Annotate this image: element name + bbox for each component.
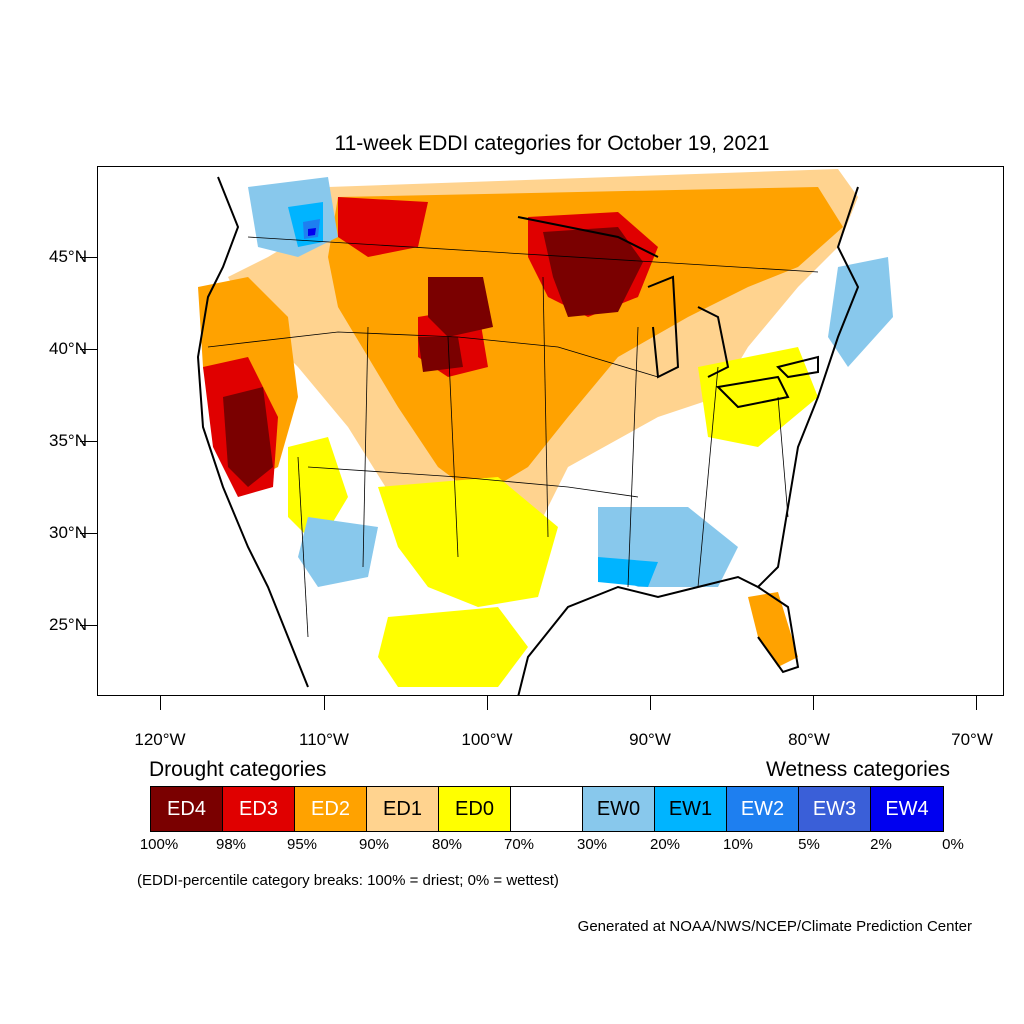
legend-label: EW0 (596, 797, 641, 820)
legend-ew2: EW2 (727, 787, 799, 831)
lat-label-40: 40°N (49, 339, 87, 358)
lat-label-25: 25°N (49, 615, 87, 634)
pct-label: 20% (649, 836, 681, 853)
ew0-northeast (828, 257, 893, 367)
eddi-map (97, 166, 1004, 696)
legend-ew3: EW3 (799, 787, 871, 831)
ed0-central (378, 477, 558, 607)
category-legend: ED4 ED3 ED2 ED1 ED0 EW0 EW1 EW2 EW3 EW4 (150, 786, 944, 832)
lat-tick (80, 349, 97, 350)
lat-tick (80, 441, 97, 442)
lon-label-120: 120°W (134, 730, 186, 749)
ew4-nw (308, 228, 316, 236)
lon-label-80: 80°W (788, 730, 830, 749)
ew1-gulf (598, 557, 658, 587)
lat-tick (80, 625, 97, 626)
legend-label: ED1 (383, 797, 422, 820)
state-boundaries (207, 236, 819, 638)
lon-tick (976, 696, 977, 710)
lon-label-70: 70°W (951, 730, 993, 749)
legend-label: EW4 (885, 797, 929, 820)
legend-ew4: EW4 (871, 787, 943, 831)
lat-label-35: 35°N (49, 431, 87, 450)
ed4-minn (543, 227, 643, 317)
pct-label: 70% (503, 836, 535, 853)
pct-label: 95% (286, 836, 318, 853)
legend-ew1: EW1 (655, 787, 727, 831)
pct-label: 0% (942, 836, 964, 853)
legend-label: ED0 (455, 797, 494, 820)
legend-ed2: ED2 (295, 787, 367, 831)
legend-label: EW3 (812, 797, 857, 820)
lon-label-110: 110°W (299, 730, 349, 749)
lon-tick (160, 696, 161, 710)
legend-ed0: ED0 (439, 787, 511, 831)
ed2-region (328, 187, 843, 497)
credit-line: Generated at NOAA/NWS/NCEP/Climate Predi… (577, 918, 972, 935)
legend-label: EW2 (740, 797, 785, 820)
legend-label: EW1 (668, 797, 713, 820)
ed0-south (378, 607, 528, 687)
ew0-southwest (298, 517, 378, 587)
lon-label-100: 100°W (461, 730, 513, 749)
map-title: 11-week EDDI categories for October 19, … (334, 132, 770, 155)
lat-label-30: 30°N (49, 523, 87, 542)
legend-ed1: ED1 (367, 787, 439, 831)
ed0-ne (698, 347, 818, 447)
pct-label: 80% (431, 836, 463, 853)
legend-ed3: ED3 (223, 787, 295, 831)
ed4-cal (223, 387, 273, 487)
lat-label-45: 45°N (49, 247, 87, 266)
lat-tick (80, 257, 97, 258)
lon-tick (487, 696, 488, 710)
ed2-florida (748, 592, 798, 667)
legend-label: ED3 (239, 797, 278, 820)
lon-label-90: 90°W (629, 730, 671, 749)
legend-label: ED4 (167, 797, 206, 820)
pct-label: 90% (358, 836, 390, 853)
drought-heading: Drought categories (149, 758, 327, 781)
legend-ew0: EW0 (583, 787, 655, 831)
pct-label: 10% (722, 836, 754, 853)
legend-label: ED2 (311, 797, 350, 820)
pct-label: 2% (870, 836, 892, 853)
legend-ed4: ED4 (151, 787, 223, 831)
lat-tick (80, 533, 97, 534)
pct-label: 5% (798, 836, 820, 853)
category-note: (EDDI-percentile category breaks: 100% =… (137, 872, 559, 889)
pct-label: 98% (215, 836, 247, 853)
legend-normal (511, 787, 583, 831)
lon-tick (324, 696, 325, 710)
pct-label: 30% (576, 836, 608, 853)
lon-tick (650, 696, 651, 710)
lon-tick (813, 696, 814, 710)
coastline (196, 176, 860, 695)
pct-label: 100% (139, 836, 179, 853)
wetness-heading: Wetness categories (765, 758, 950, 781)
ed4-neb (418, 337, 463, 372)
ed0-west (288, 437, 348, 547)
ed4-dakota (428, 277, 493, 337)
ed3-north (338, 197, 428, 257)
